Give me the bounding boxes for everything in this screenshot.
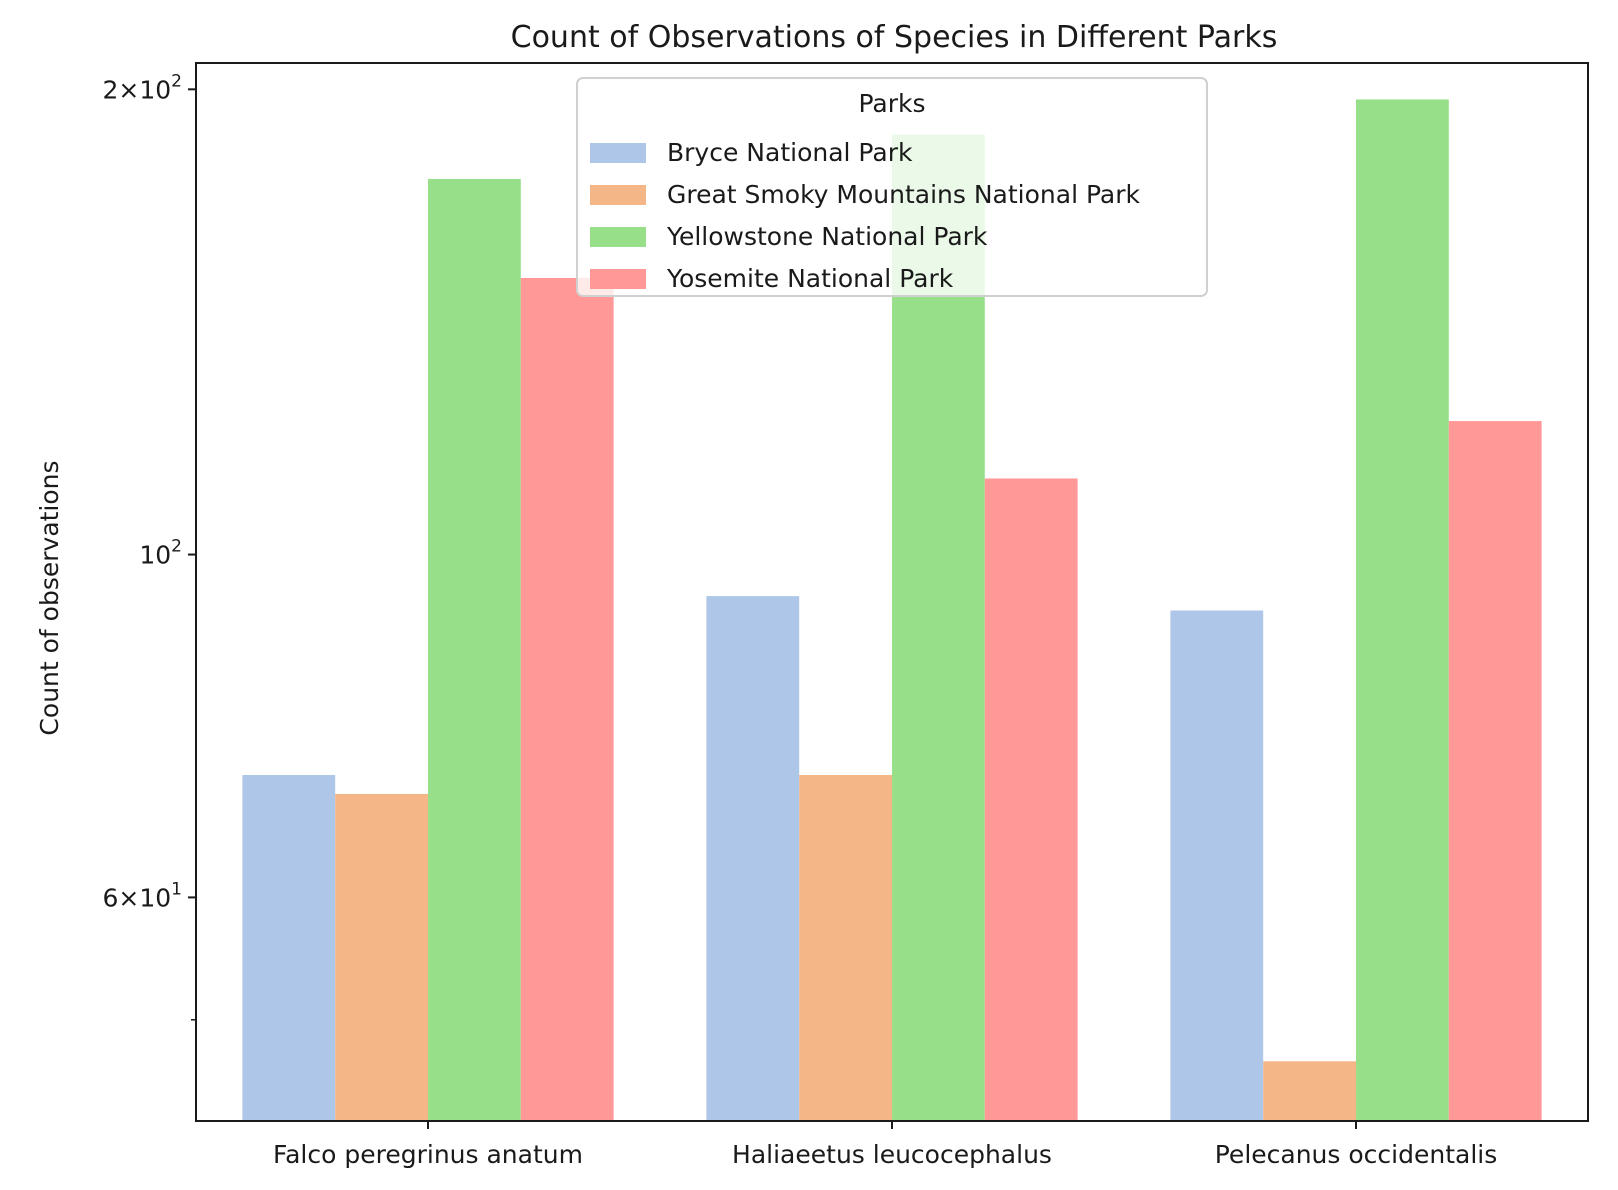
bars-layer (242, 99, 1542, 1122)
bar-yellowstone-national-park-2 (1356, 99, 1449, 1122)
chart-title: Count of Observations of Species in Diff… (511, 20, 1278, 55)
bar-yellowstone-national-park-0 (428, 178, 521, 1121)
y-tick-label: 6×101 (103, 879, 183, 912)
bar-yellowstone-national-park-1 (892, 134, 985, 1121)
legend-swatch (590, 269, 646, 289)
bar-great-smoky-mountains-national-park-1 (799, 775, 892, 1121)
bar-yosemite-national-park-0 (520, 277, 614, 1121)
legend-title: Parks (858, 89, 925, 118)
y-axis-label: Count of observations (35, 460, 64, 735)
legend-swatch (590, 227, 646, 247)
bar-yosemite-national-park-2 (1448, 421, 1542, 1122)
y-tick-label: 102 (139, 537, 182, 570)
legend-swatch (590, 143, 646, 163)
y-tick-label: 2×102 (103, 71, 183, 104)
legend-swatch (590, 185, 646, 205)
bar-yosemite-national-park-1 (984, 478, 1078, 1122)
bar-great-smoky-mountains-national-park-0 (335, 793, 428, 1121)
legend-box (576, 77, 1208, 297)
bar-great-smoky-mountains-national-park-2 (1263, 1061, 1356, 1121)
x-tick-label: Falco peregrinus anatum (273, 1140, 583, 1169)
bar-bryce-national-park-2 (1170, 610, 1264, 1121)
bar-bryce-national-park-1 (706, 596, 800, 1121)
legend-label: Yellowstone National Park (666, 222, 988, 251)
bar-bryce-national-park-0 (242, 775, 336, 1121)
x-tick-label: Haliaeetus leucocephalus (732, 1140, 1052, 1169)
x-tick-label: Pelecanus occidentalis (1215, 1140, 1497, 1169)
y-axis-ticks: 6×101 102 2×102 (103, 71, 196, 1021)
x-axis-ticks: Falco peregrinus anatum Haliaeetus leucoc… (273, 1121, 1497, 1169)
legend: Parks Bryce National Park Great Smoky Moun… (576, 77, 1208, 297)
legend-label: Great Smoky Mountains National Park (667, 180, 1141, 209)
legend-label: Bryce National Park (667, 138, 913, 167)
legend-label: Yosemite National Park (666, 264, 954, 293)
